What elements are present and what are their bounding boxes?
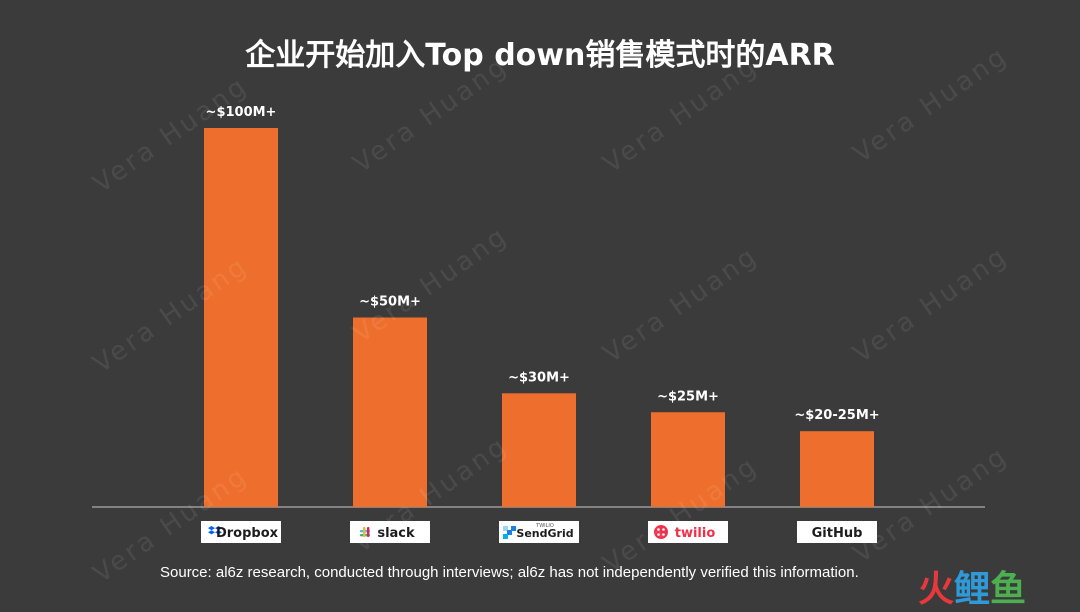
logo-prefix-label: TWILIO	[535, 523, 554, 529]
category-label: twilio	[675, 526, 716, 541]
twilio-circle-icon	[654, 525, 668, 539]
data-label: ~$30M+	[508, 370, 570, 385]
category-label: Dropbox	[216, 526, 279, 541]
data-label: ~$25M+	[657, 389, 719, 404]
corner-logo-glyph: 火	[918, 569, 955, 610]
category-label: SendGrid	[516, 527, 573, 540]
category-logo-chip	[201, 521, 281, 543]
category-logo-chip	[350, 521, 430, 543]
category-label: GitHub	[812, 526, 863, 541]
bar	[651, 412, 725, 507]
corner-logo-glyph: 鲤	[954, 569, 991, 610]
chart-title: 企业开始加入Top down销售模式时的ARR	[245, 38, 835, 73]
corner-logo-glyph: 鱼	[990, 569, 1027, 610]
sendgrid-squares-icon	[503, 526, 516, 539]
bar	[353, 317, 427, 507]
bar	[800, 431, 874, 507]
data-label: ~$50M+	[359, 295, 421, 310]
category-label: slack	[377, 526, 415, 541]
dropbox-box-icon	[208, 526, 222, 535]
category-logo-chip	[797, 521, 877, 543]
data-label: ~$20-25M+	[794, 408, 879, 423]
data-label: ~$100M+	[206, 105, 277, 120]
slack-hash-icon	[360, 527, 370, 537]
corner-logo: 火鲤鱼	[918, 560, 1026, 612]
bar	[502, 393, 576, 507]
category-logo-chip	[499, 521, 579, 543]
source-note: Source: al6z research, conducted through…	[160, 564, 859, 581]
category-logo-chip	[648, 521, 728, 543]
bar	[204, 128, 278, 507]
